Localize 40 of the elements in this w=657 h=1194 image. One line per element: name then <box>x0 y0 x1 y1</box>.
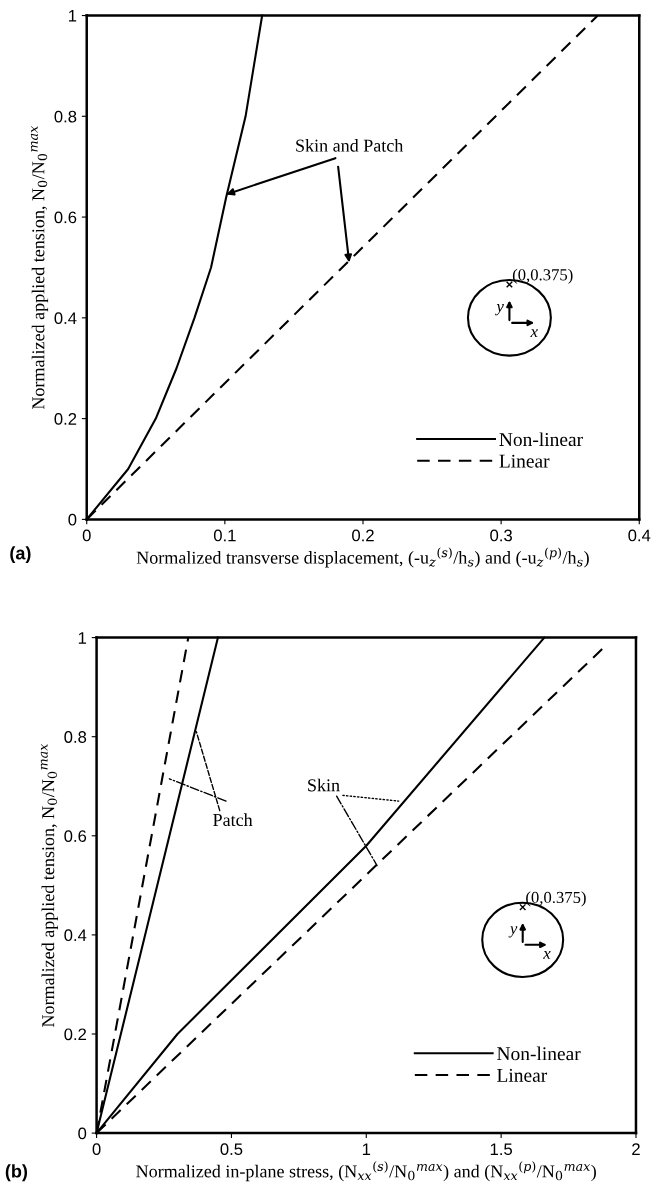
legend-label: Non-linear <box>499 432 583 447</box>
text: Normalized transverse displacement, (-u$_{z}$$^{(s)}$/h$_{s}$) and (-u$_{z}$$^{(p)}$/h$_{s}$) <box>136 547 589 568</box>
y-tick-label: 0.2 <box>54 413 77 425</box>
annotation: Skin <box>308 778 340 792</box>
y-tick-label: 0.6 <box>64 830 87 842</box>
annotation: y <box>508 926 518 938</box>
y-axis-title: Normalized applied tension, N$_{0}$/N$_{0}$$^{max}$ <box>30 125 49 410</box>
y-tick-label: 0.4 <box>54 312 77 325</box>
legend-label: Linear <box>499 454 550 468</box>
text: (a) <box>10 546 31 564</box>
annotation: x <box>530 329 538 337</box>
x-tick-label: 1.5 <box>490 1143 513 1156</box>
annotation: (0,0.375) <box>526 891 586 907</box>
y-tick-label: 0.2 <box>64 1028 87 1041</box>
y-tick-label: 0 <box>68 513 77 526</box>
legend-label: Non-linear <box>497 1046 581 1061</box>
annotation: y <box>495 304 504 316</box>
text: (b) <box>5 1164 28 1182</box>
annotation: Patch <box>213 813 253 827</box>
annotation: Skin and Patch <box>296 139 404 152</box>
y-tick-label: 0.4 <box>64 929 87 942</box>
x-tick-label: 0.4 <box>628 529 651 542</box>
x-tick-label: 2 <box>632 1143 640 1155</box>
x-tick-label: 1 <box>362 1143 371 1155</box>
x-tick-label: 0.1 <box>213 529 236 542</box>
y-tick-label: 0 <box>78 1127 87 1140</box>
x-tick-label: 0 <box>92 1143 101 1156</box>
annotation: x <box>543 951 551 959</box>
x-tick-label: 0.3 <box>490 529 512 542</box>
y-tick-label: 0.6 <box>54 211 77 224</box>
y-tick-label: 1 <box>69 10 77 22</box>
y-tick-label: 0.8 <box>64 731 87 743</box>
y-tick-label: 1 <box>78 632 87 644</box>
x-tick-label: 0.5 <box>220 1143 243 1156</box>
text: Normalized in-plane stress, (N$_{xx}$$^{(s)}$/N$_{0}$$^{max}$) and (N$_{xx}$$^{(p)}$/N$_{0}$$^{max}$) <box>136 1161 596 1182</box>
legend-label: Linear <box>497 1068 548 1082</box>
x-tick-label: 0.2 <box>352 529 374 542</box>
y-tick-label: 0.8 <box>54 110 77 123</box>
annotation: (0,0.375) <box>512 268 573 284</box>
y-axis-title: Normalized applied tension, N$_{0}$/N$_{0}$$^{max}$ <box>40 743 58 1028</box>
